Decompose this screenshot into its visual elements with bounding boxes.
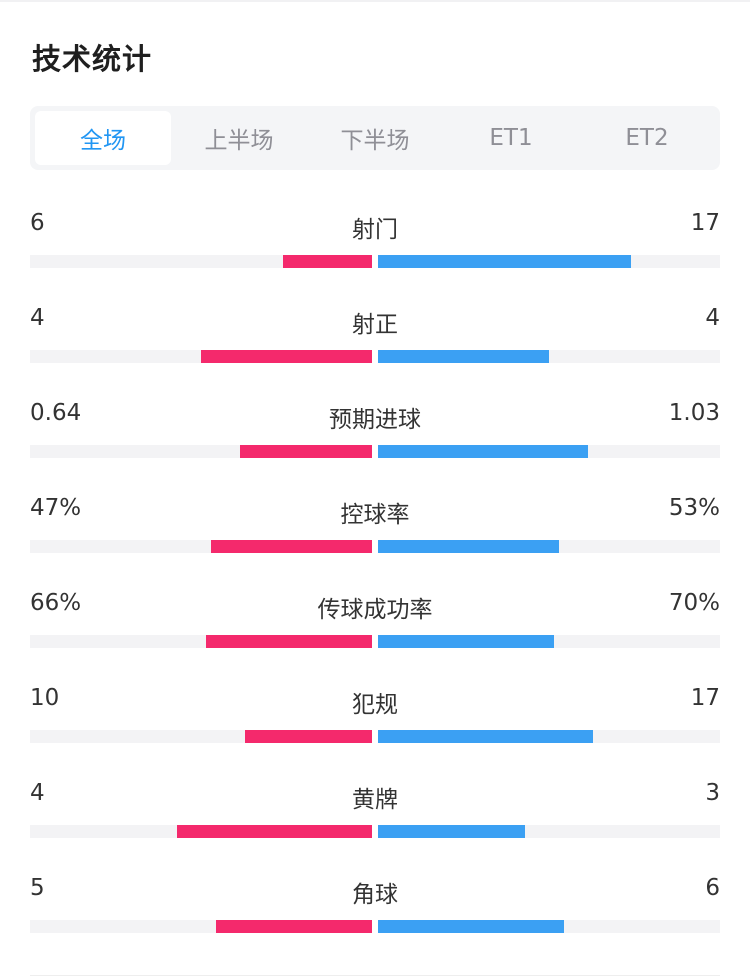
- home-value: 5: [30, 875, 45, 901]
- tab-second-half[interactable]: 下半场: [340, 128, 410, 154]
- away-bar-fill: [378, 350, 549, 363]
- away-bar-track: [378, 350, 720, 363]
- away-value: 3: [705, 780, 720, 806]
- away-bar-fill: [378, 920, 565, 933]
- home-value: 10: [30, 685, 60, 711]
- home-value: 47%: [30, 495, 82, 521]
- stat-label: 犯规: [352, 692, 398, 718]
- away-value: 70%: [668, 590, 720, 616]
- home-bar-fill: [245, 730, 372, 743]
- home-bar-track: [30, 350, 372, 363]
- away-bar-fill: [378, 730, 594, 743]
- stat-label: 黄牌: [352, 787, 398, 813]
- away-value: 17: [690, 685, 720, 711]
- stat-row-yellow-cards: 4 黄牌 3: [30, 770, 720, 865]
- away-bar-fill: [378, 635, 555, 648]
- home-bar-fill: [240, 445, 372, 458]
- home-bar-fill: [201, 350, 372, 363]
- away-bar-track: [378, 825, 720, 838]
- tab-extra-time-1[interactable]: ET1: [489, 125, 533, 151]
- stat-row-corners: 5 角球 6: [30, 865, 720, 960]
- home-bar-track: [30, 445, 372, 458]
- home-bar-track: [30, 635, 372, 648]
- stat-label: 射门: [352, 217, 398, 243]
- tab-first-half[interactable]: 上半场: [204, 128, 274, 154]
- home-bar-fill: [283, 255, 372, 268]
- stat-row-shots-on-target: 4 射正 4: [30, 295, 720, 390]
- top-divider: [0, 0, 750, 2]
- home-value: 4: [30, 305, 45, 331]
- away-value: 6: [705, 875, 720, 901]
- stat-row-fouls: 10 犯规 17: [30, 675, 720, 770]
- away-bar-track: [378, 540, 720, 553]
- bottom-divider: [30, 975, 720, 976]
- away-value: 1.03: [668, 400, 720, 426]
- section-title: 技术统计: [32, 42, 153, 76]
- away-bar-fill: [378, 540, 560, 553]
- home-value: 0.64: [30, 400, 82, 426]
- home-value: 4: [30, 780, 45, 806]
- stat-row-shots: 6 射门 17: [30, 200, 720, 295]
- home-bar-track: [30, 255, 372, 268]
- stat-row-expected-goals: 0.64 预期进球 1.03: [30, 390, 720, 485]
- away-bar-fill: [378, 255, 632, 268]
- home-bar-track: [30, 730, 372, 743]
- away-value: 4: [705, 305, 720, 331]
- home-bar-fill: [216, 920, 372, 933]
- away-bar-track: [378, 255, 720, 268]
- home-bar-fill: [211, 540, 372, 553]
- home-bar-track: [30, 920, 372, 933]
- away-bar-fill: [378, 445, 589, 458]
- away-bar-track: [378, 635, 720, 648]
- home-bar-fill: [206, 635, 372, 648]
- stat-label: 角球: [352, 882, 398, 908]
- away-bar-fill: [378, 825, 526, 838]
- away-value: 17: [690, 210, 720, 236]
- away-bar-track: [378, 730, 720, 743]
- stat-label: 预期进球: [329, 407, 421, 433]
- away-bar-track: [378, 445, 720, 458]
- stat-row-pass-accuracy: 66% 传球成功率 70%: [30, 580, 720, 675]
- tab-full-match[interactable]: 全场: [35, 111, 171, 165]
- away-bar-track: [378, 920, 720, 933]
- stat-label: 射正: [352, 312, 398, 338]
- tab-extra-time-2[interactable]: ET2: [625, 125, 669, 151]
- stat-label: 控球率: [340, 502, 410, 528]
- home-bar-track: [30, 825, 372, 838]
- period-tabs: 全场 上半场 下半场 ET1 ET2: [30, 106, 720, 170]
- stat-row-possession: 47% 控球率 53%: [30, 485, 720, 580]
- away-value: 53%: [668, 495, 720, 521]
- stat-label: 传球成功率: [317, 597, 433, 623]
- stats-list: 6 射门 17 4 射正 4 0.64 预期进球 1.03 47% 控球率 53…: [30, 200, 720, 960]
- home-bar-fill: [177, 825, 372, 838]
- home-value: 6: [30, 210, 45, 236]
- home-value: 66%: [30, 590, 82, 616]
- home-bar-track: [30, 540, 372, 553]
